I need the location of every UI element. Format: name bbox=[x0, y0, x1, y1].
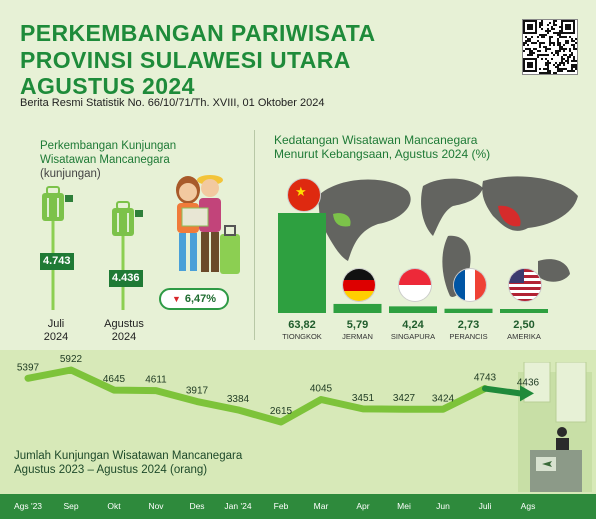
singapore-flag-icon bbox=[398, 268, 432, 302]
august-visits-value: 4.436 bbox=[109, 270, 143, 287]
line-value-label: 4645 bbox=[103, 374, 126, 385]
change-value: 6,47% bbox=[184, 293, 217, 305]
world-map-icon bbox=[318, 176, 578, 297]
july-label: Juli 2024 bbox=[36, 318, 76, 344]
nationality-bar-jerman bbox=[333, 303, 382, 313]
line-value-label: 4436 bbox=[517, 377, 540, 388]
july-month: Juli bbox=[47, 318, 65, 330]
page-title-line-2: PROVINSI SULAWESI UTARA bbox=[20, 47, 351, 73]
august-month: Agustus bbox=[104, 318, 144, 330]
nationality-chart-title-line-2: Menurut Kebangsaan, Agustus 2024 (%) bbox=[274, 147, 491, 161]
visits-panel-header: Perkembangan Kunjungan Wisatawan Mancane… bbox=[40, 139, 176, 181]
nationality-category-label: TIONGKOK bbox=[282, 332, 322, 341]
qr-code-icon bbox=[523, 20, 577, 74]
line-value-label: 4045 bbox=[310, 384, 333, 395]
trend-arrow-icon bbox=[520, 385, 534, 402]
line-value-label: 5397 bbox=[17, 362, 40, 373]
line-x-tick-label: Okt bbox=[107, 501, 121, 511]
nationality-bar-perancis bbox=[444, 308, 493, 313]
line-x-tick-label: Nov bbox=[148, 501, 164, 511]
visits-last-segment bbox=[482, 385, 523, 397]
line-value-label: 3384 bbox=[227, 394, 250, 405]
line-x-tick-label: Feb bbox=[274, 501, 289, 511]
nationality-value-label: 4,24 bbox=[402, 319, 424, 331]
nationality-bar-singapura bbox=[389, 306, 437, 313]
suitcase-icon bbox=[42, 186, 73, 310]
nationality-category-label: AMERIKA bbox=[507, 332, 541, 341]
release-reference: Berita Resmi Statistik No. 66/10/71/Th. … bbox=[20, 97, 325, 109]
line-chart-title-1: Jumlah Kunjungan Wisatawan Mancanegara bbox=[14, 450, 243, 462]
visits-line-chart: 5397 Ags '23 5922 Sep 4645 Okt 4611 Nov 3917 Des 3… bbox=[0, 354, 596, 519]
july-visits-value: 4.743 bbox=[40, 253, 74, 270]
visits-panel-title-1: Perkembangan Kunjungan bbox=[40, 140, 177, 152]
page-title-line-1: PERKEMBANGAN PARIWISATA bbox=[20, 20, 376, 46]
line-chart-title-2: Agustus 2023 – Agustus 2024 (orang) bbox=[14, 464, 208, 476]
change-badge: ▼ 6,47% bbox=[159, 288, 229, 310]
visits-panel-unit: (kunjungan) bbox=[40, 168, 101, 180]
nationality-category-label: JERMAN bbox=[342, 332, 373, 341]
panel-divider bbox=[254, 130, 255, 340]
line-x-tick-label: Mar bbox=[314, 501, 329, 511]
usa-flag-icon bbox=[508, 268, 542, 302]
line-x-tick-label: Jun bbox=[436, 501, 450, 511]
line-chart-title: Jumlah Kunjungan Wisatawan Mancanegara A… bbox=[14, 449, 242, 477]
line-value-label: 5922 bbox=[60, 354, 83, 365]
line-x-tick-label: Ags bbox=[521, 501, 536, 511]
august-label: Agustus 2024 bbox=[100, 318, 148, 344]
nationality-value-label: 2,73 bbox=[458, 319, 479, 331]
july-year: 2024 bbox=[43, 331, 69, 343]
nationality-category-label: PERANCIS bbox=[449, 332, 487, 341]
line-value-label: 3424 bbox=[432, 393, 455, 404]
visits-series-line bbox=[24, 366, 489, 426]
line-x-tick-label: Mei bbox=[397, 501, 411, 511]
nationality-value-label: 63,82 bbox=[288, 319, 316, 331]
decrease-arrow-icon: ▼ bbox=[171, 294, 181, 304]
qr-code[interactable] bbox=[522, 19, 578, 75]
nationality-bar-tiongkok bbox=[278, 213, 326, 313]
line-x-tick-label: Juli bbox=[479, 501, 492, 511]
line-x-tick-label: Sep bbox=[63, 501, 78, 511]
nationality-value-label: 5,79 bbox=[347, 319, 368, 331]
nationality-bar-amerika bbox=[500, 309, 548, 313]
line-value-label: 3917 bbox=[186, 386, 209, 397]
france-flag-icon bbox=[453, 268, 487, 302]
line-value-label: 3427 bbox=[393, 393, 416, 404]
line-value-label: 2615 bbox=[270, 406, 293, 417]
nationality-chart-title: Kedatangan Wisatawan Mancanegara Menurut … bbox=[274, 133, 490, 161]
line-x-tick-label: Des bbox=[189, 501, 204, 511]
nationality-chart-title-line-1: Kedatangan Wisatawan Mancanegara bbox=[274, 133, 478, 147]
line-x-tick-label: Apr bbox=[356, 501, 369, 511]
nationality-category-label: SINGAPURA bbox=[391, 332, 435, 341]
tourists-illustration-icon bbox=[176, 175, 240, 274]
nationality-value-label: 2,50 bbox=[513, 319, 534, 331]
line-x-tick-label: Ags '23 bbox=[14, 501, 42, 511]
line-value-label: 3451 bbox=[352, 393, 375, 404]
nationality-chart-title-text: Kedatangan Wisatawan Mancanegara Menurut … bbox=[274, 133, 490, 161]
line-value-label: 4743 bbox=[474, 373, 497, 384]
august-year: 2024 bbox=[111, 331, 137, 343]
line-value-label: 4611 bbox=[145, 375, 167, 386]
line-chart-background bbox=[0, 350, 596, 495]
line-x-tick-label: Jan '24 bbox=[224, 501, 251, 511]
germany-flag-icon bbox=[342, 268, 376, 302]
page-title-line-3: AGUSTUS 2024 bbox=[20, 73, 195, 99]
china-flag-icon: ★ bbox=[287, 178, 321, 212]
suitcase-icon-2 bbox=[112, 201, 143, 310]
visits-panel-title-2: Wisatawan Mancanegara bbox=[40, 154, 170, 166]
